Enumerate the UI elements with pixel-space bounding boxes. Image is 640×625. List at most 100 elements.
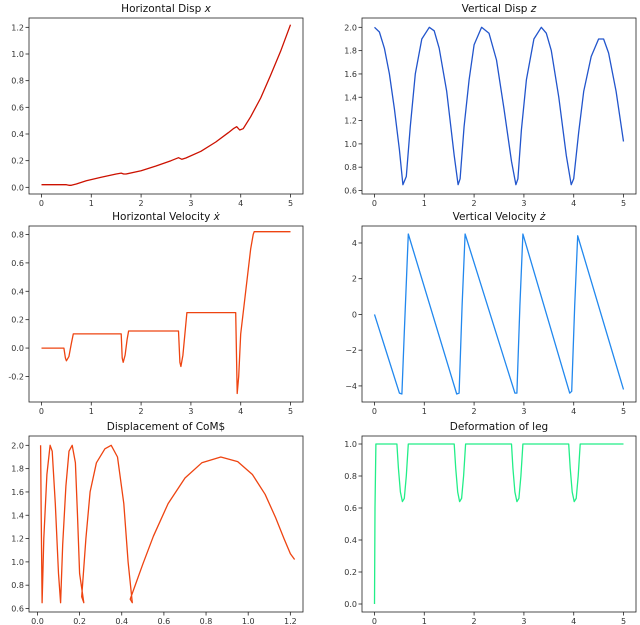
axes-frame xyxy=(28,435,304,613)
plot-area: 0 1 2 3 4 5 -0.2 0.0 0.2 0.4 0.6 0.8 xyxy=(8,225,304,416)
x-tick-label: 0.6 xyxy=(158,617,171,625)
plot-area: 0 1 2 3 4 5 0.0 0.2 0.4 0.6 0.8 1.0 1.2 xyxy=(11,17,304,208)
series-line xyxy=(41,24,292,186)
y-tick-label: 2.0 xyxy=(11,441,24,450)
y-tick-label: 0 xyxy=(352,310,357,319)
x-tick-label: 2 xyxy=(472,407,477,416)
y-tick-label: 1.2 xyxy=(344,117,357,126)
y-tick-label: 0.8 xyxy=(11,581,24,590)
x-tick-label: 5 xyxy=(621,407,626,416)
x-tick-label: 3 xyxy=(188,199,193,208)
x-tick-label: 0.0 xyxy=(31,617,44,625)
x-tick-label: 5 xyxy=(621,617,626,625)
x-tick-label: 2 xyxy=(139,407,144,416)
y-tick-label: 0.8 xyxy=(344,163,357,172)
panel-title: Vertical Velocity ż xyxy=(453,211,546,223)
x-tick-label: 2 xyxy=(472,199,477,208)
x-tick-label: 2 xyxy=(472,617,477,625)
y-tick-label: 1.4 xyxy=(344,93,357,102)
series-line xyxy=(41,231,291,395)
y-tick-label: 0.0 xyxy=(11,183,24,192)
panel-title: Horizontal Velocity ẋ xyxy=(112,211,220,223)
x-tick-label: 4 xyxy=(238,199,243,208)
x-tick-label: 3 xyxy=(521,199,526,208)
x-tick-label: 4 xyxy=(571,199,576,208)
x-tick-label: 4 xyxy=(571,617,576,625)
y-tick-label: 2.0 xyxy=(344,23,357,32)
plot-area: 0 1 2 3 4 5 −4 −2 0 2 4 xyxy=(345,225,637,416)
x-tick-label: 0.8 xyxy=(200,617,213,625)
panel-title: Deformation of leg xyxy=(450,421,548,433)
y-tick-label: 0.8 xyxy=(11,77,24,86)
x-tick-label: 2 xyxy=(139,199,144,208)
y-tick-label: 0.2 xyxy=(344,568,357,577)
y-tick-label: 0.6 xyxy=(11,605,24,614)
x-tick-label: 1.0 xyxy=(242,617,255,625)
axes-frame xyxy=(361,435,637,613)
x-tick-label: 1 xyxy=(422,407,427,416)
x-tick-label: 1 xyxy=(422,617,427,625)
x-tick-label: 3 xyxy=(188,407,193,416)
x-tick-label: 4 xyxy=(571,407,576,416)
x-tick-label: 0 xyxy=(39,199,44,208)
panel-horizontal-disp: Horizontal Disp x 0 1 2 3 4 5 0.0 0.2 0.4 0.6 0.8 1… xyxy=(11,3,304,208)
y-tick-label: 0.4 xyxy=(344,536,357,545)
y-tick-label: 0.6 xyxy=(344,187,357,196)
y-tick-label: 0.6 xyxy=(11,259,24,268)
y-tick-label: 0.8 xyxy=(344,472,357,481)
x-tick-label: 5 xyxy=(288,199,293,208)
y-tick-label: 0.6 xyxy=(11,103,24,112)
plot-area: 0 1 2 3 4 5 0.0 0.2 0.4 0.6 0.8 1.0 xyxy=(344,435,637,625)
x-tick-label: 0 xyxy=(372,617,377,625)
y-tick-label: 0.0 xyxy=(11,344,24,353)
y-tick-label: 0.2 xyxy=(11,157,24,166)
series-line xyxy=(373,233,625,395)
x-tick-label: 1 xyxy=(89,199,94,208)
panel-vertical-disp: Vertical Disp z 0 1 2 3 4 5 0.6 0.8 1.0 1.2 1.4 1.6… xyxy=(344,3,637,208)
panel-vertical-velocity: Vertical Velocity ż 0 1 2 3 4 5 −4 −2 0 2 4 xyxy=(345,211,637,416)
y-tick-label: 1.2 xyxy=(11,23,24,32)
y-tick-label: 4 xyxy=(352,239,357,248)
y-tick-label: 1.0 xyxy=(11,50,24,59)
y-tick-label: 1.0 xyxy=(11,558,24,567)
y-tick-label: 1.4 xyxy=(11,511,24,520)
plot-area: 0 1 2 3 4 5 0.6 0.8 1.0 1.2 1.4 1.6 1.8 2.0 xyxy=(344,17,637,208)
y-tick-label: 0.6 xyxy=(344,504,357,513)
x-tick-label: 0.2 xyxy=(73,617,86,625)
y-tick-label: 1.0 xyxy=(344,140,357,149)
axes-frame xyxy=(361,17,637,195)
y-tick-label: 1.6 xyxy=(11,488,24,497)
panel-deformation-leg: Deformation of leg 0 1 2 3 4 5 0.0 0.2 0.4 0.6 0.8… xyxy=(344,421,637,625)
y-tick-label: 2 xyxy=(352,275,357,284)
x-tick-label: 5 xyxy=(288,407,293,416)
y-tick-label: −2 xyxy=(345,346,357,355)
plot-area: 0.0 0.2 0.4 0.6 0.8 1.0 1.2 0.6 0.8 1.0 1.2 1.4 1.6 1… xyxy=(11,435,304,625)
axes-frame xyxy=(361,225,637,403)
y-tick-label: 1.2 xyxy=(11,535,24,544)
x-tick-label: 0.4 xyxy=(115,617,128,625)
x-tick-label: 5 xyxy=(621,199,626,208)
y-tick-label: -0.2 xyxy=(8,372,24,381)
x-tick-label: 1.2 xyxy=(284,617,297,625)
axes-frame xyxy=(28,17,304,195)
panel-title: Displacement of CoM$ xyxy=(107,421,225,433)
x-tick-label: 3 xyxy=(521,617,526,625)
x-tick-label: 0 xyxy=(39,407,44,416)
y-tick-label: 1.8 xyxy=(344,47,357,56)
x-tick-label: 3 xyxy=(521,407,526,416)
series-line xyxy=(39,444,296,604)
y-tick-label: 0.2 xyxy=(11,316,24,325)
y-tick-label: −4 xyxy=(345,382,357,391)
panel-title: Horizontal Disp x xyxy=(121,3,211,15)
series-line xyxy=(373,443,624,605)
y-tick-label: 1.0 xyxy=(344,440,357,449)
y-tick-label: 0.4 xyxy=(11,130,24,139)
y-tick-label: 0.8 xyxy=(11,231,24,240)
axes-frame xyxy=(28,225,304,403)
panel-displacement-com: Displacement of CoM$ 0.0 0.2 0.4 0.6 0.8 1.0 1… xyxy=(11,421,304,625)
y-tick-label: 0.4 xyxy=(11,287,24,296)
x-tick-label: 1 xyxy=(89,407,94,416)
y-tick-label: 1.6 xyxy=(344,70,357,79)
x-tick-label: 0 xyxy=(372,199,377,208)
